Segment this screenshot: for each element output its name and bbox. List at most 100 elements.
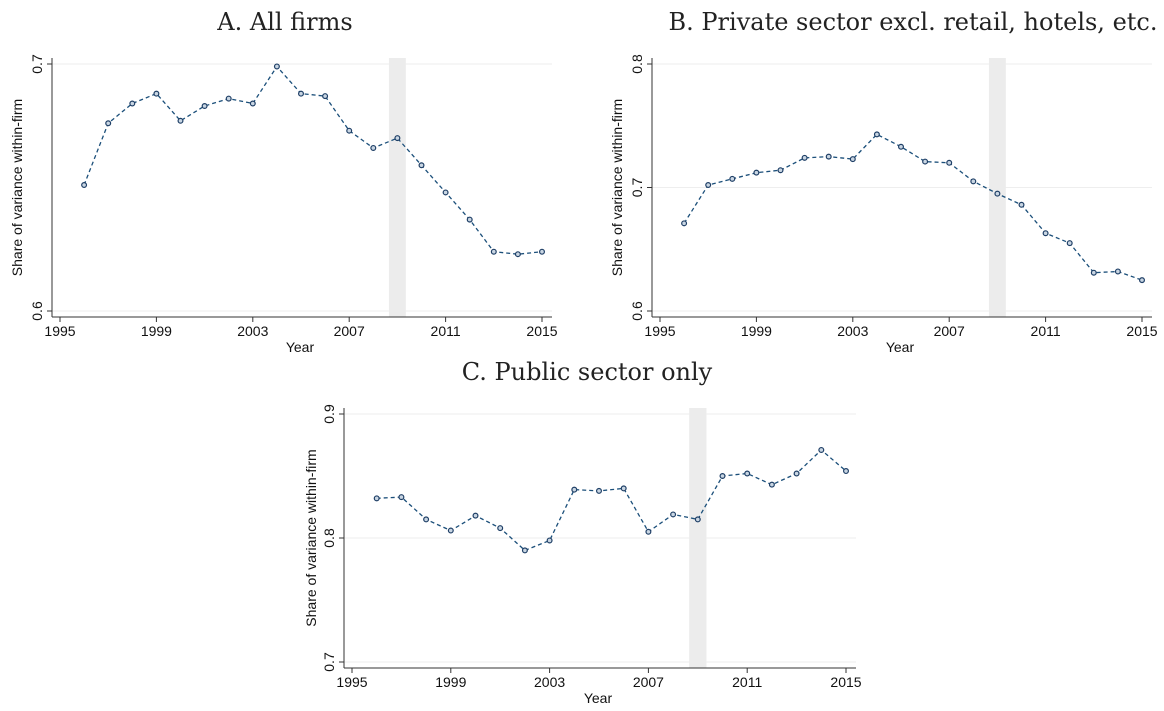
y-axis-label: Share of variance within-firm bbox=[609, 99, 625, 276]
data-point bbox=[753, 169, 760, 176]
y-tick-label: 0.8 bbox=[321, 528, 337, 548]
panel-b: B. Private sector excl. retail, hotels, … bbox=[609, 8, 1158, 355]
data-point bbox=[466, 216, 473, 223]
data-point bbox=[1018, 201, 1025, 208]
data-point bbox=[177, 117, 184, 124]
x-tick-label: 2003 bbox=[837, 323, 868, 339]
data-point bbox=[394, 135, 401, 142]
data-point bbox=[546, 537, 553, 544]
x-tick-label: 1999 bbox=[141, 323, 172, 339]
data-point bbox=[514, 251, 521, 258]
data-point bbox=[1066, 240, 1073, 247]
data-point bbox=[777, 167, 784, 174]
data-point bbox=[201, 102, 208, 109]
data-point bbox=[744, 470, 751, 477]
data-point bbox=[442, 189, 449, 196]
y-tick-label: 0.6 bbox=[29, 301, 45, 321]
data-point bbox=[994, 190, 1001, 197]
x-tick-label: 2003 bbox=[237, 323, 268, 339]
data-point bbox=[370, 144, 377, 151]
data-point bbox=[129, 100, 136, 107]
panel-a: A. All firms 0.6 0.7 1995 1999 2003 2007 2011 20… bbox=[9, 8, 558, 355]
y-tick-label: 0.9 bbox=[321, 404, 337, 424]
y-axis-label: Share of variance within-firm bbox=[303, 449, 319, 626]
x-tick-label: 2015 bbox=[526, 323, 557, 339]
data-point bbox=[153, 90, 160, 97]
shaded-band bbox=[388, 58, 406, 317]
data-point bbox=[1138, 277, 1145, 284]
data-point bbox=[873, 131, 880, 138]
x-axis-label: Year bbox=[886, 339, 915, 355]
data-point bbox=[801, 154, 808, 161]
data-point bbox=[620, 485, 627, 492]
data-point bbox=[571, 486, 578, 493]
series-line bbox=[683, 133, 1143, 281]
x-tick-label: 2015 bbox=[830, 674, 861, 690]
data-point bbox=[793, 470, 800, 477]
data-point bbox=[1114, 268, 1121, 275]
data-point bbox=[1090, 269, 1097, 276]
x-axis-label: Year bbox=[584, 690, 613, 706]
data-point bbox=[81, 182, 88, 189]
data-point bbox=[521, 547, 528, 554]
y-tick-label: 0.7 bbox=[321, 652, 337, 672]
y-tick-label: 0.7 bbox=[29, 54, 45, 74]
x-axis-label: Year bbox=[286, 339, 315, 355]
data-point bbox=[922, 158, 929, 165]
data-point bbox=[595, 487, 602, 494]
data-point bbox=[538, 248, 545, 255]
data-point bbox=[398, 494, 405, 501]
data-point bbox=[842, 468, 849, 475]
data-point bbox=[373, 495, 380, 502]
y-tick-label: 0.7 bbox=[629, 178, 645, 198]
data-point bbox=[768, 481, 775, 488]
data-point bbox=[490, 248, 497, 255]
data-point bbox=[897, 143, 904, 150]
panel-title: C. Public sector only bbox=[462, 358, 713, 386]
x-tick-label: 2007 bbox=[633, 674, 664, 690]
x-tick-label: 2007 bbox=[334, 323, 365, 339]
data-point bbox=[825, 153, 832, 160]
data-point bbox=[423, 516, 430, 523]
series-line bbox=[83, 65, 543, 255]
data-point bbox=[249, 100, 256, 107]
data-point bbox=[472, 512, 479, 519]
data-point bbox=[694, 516, 701, 523]
x-tick-label: 1995 bbox=[336, 674, 367, 690]
data-point bbox=[273, 63, 280, 70]
x-tick-label: 2003 bbox=[534, 674, 565, 690]
data-point bbox=[298, 90, 305, 97]
x-tick-label: 2011 bbox=[431, 323, 461, 339]
x-tick-label: 1995 bbox=[644, 323, 675, 339]
data-point bbox=[1042, 230, 1049, 237]
data-point bbox=[681, 220, 688, 227]
y-axis-label: Share of variance within-firm bbox=[9, 99, 25, 276]
data-point bbox=[705, 182, 712, 189]
x-tick-label: 1999 bbox=[435, 674, 466, 690]
data-point bbox=[225, 95, 232, 102]
data-point bbox=[105, 120, 112, 127]
y-tick-label: 0.8 bbox=[629, 54, 645, 74]
series-line bbox=[376, 449, 847, 552]
x-tick-label: 2015 bbox=[1126, 323, 1157, 339]
data-point bbox=[849, 156, 856, 163]
data-point bbox=[729, 175, 736, 182]
data-point bbox=[447, 527, 454, 534]
data-point bbox=[970, 178, 977, 185]
shaded-band bbox=[689, 408, 707, 668]
data-point bbox=[645, 528, 652, 535]
y-tick-label: 0.6 bbox=[629, 301, 645, 321]
data-point bbox=[346, 127, 353, 134]
panel-title: B. Private sector excl. retail, hotels, … bbox=[669, 8, 1158, 36]
data-point bbox=[322, 93, 329, 100]
panel-c: C. Public sector only 0.7 0.8 0.9 1995 1999 20… bbox=[303, 358, 862, 706]
data-point bbox=[670, 511, 677, 518]
data-point bbox=[818, 446, 825, 453]
x-tick-label: 2007 bbox=[934, 323, 965, 339]
data-point bbox=[946, 159, 953, 166]
data-point bbox=[418, 162, 425, 169]
data-point bbox=[497, 525, 504, 532]
data-point bbox=[719, 473, 726, 480]
shaded-band bbox=[988, 58, 1006, 317]
